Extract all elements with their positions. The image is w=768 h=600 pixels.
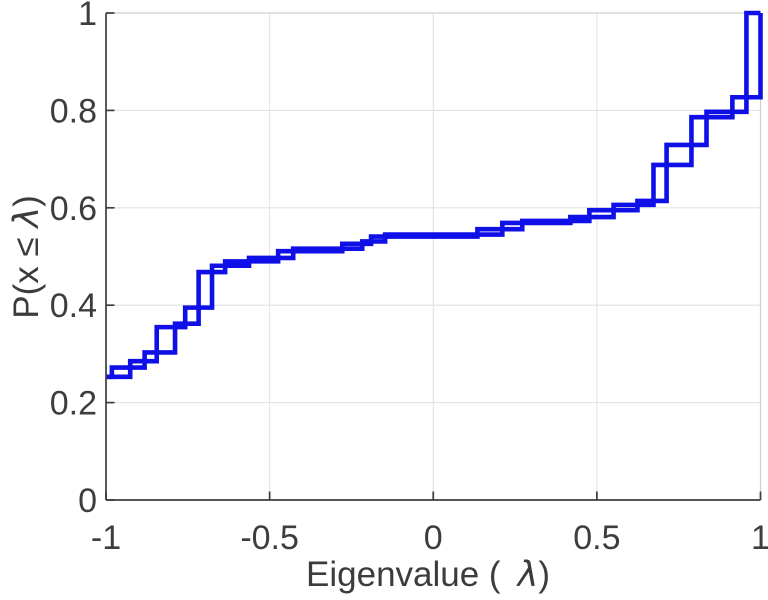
ecdf-stairs-path — [106, 10, 761, 380]
y-tick-label: 0.2 — [50, 385, 97, 423]
y-tick-label: 0.6 — [50, 190, 97, 228]
lambda-symbol: λ — [7, 206, 47, 228]
y-tick-label: 0 — [78, 482, 97, 520]
y-axis-label: P(x ≤ λ) — [7, 195, 47, 319]
y-tick-label: 0.4 — [50, 287, 97, 325]
x-tick-label: 0 — [424, 519, 443, 557]
y-tick-label: 0.8 — [50, 92, 97, 130]
x-axis-label-close: ) — [538, 555, 550, 594]
lambda-symbol: λ — [517, 555, 539, 595]
x-tick-label: 0.5 — [573, 519, 620, 557]
y-axis-label-close: ) — [7, 195, 46, 207]
x-tick-label: -1 — [91, 519, 121, 557]
y-axis-label-text: P(x ≤ — [7, 227, 46, 319]
x-tick-label: -0.5 — [240, 519, 299, 557]
x-axis-label-text: Eigenvalue ( — [306, 555, 501, 594]
x-axis-label: Eigenvalue ( λ) — [306, 555, 550, 595]
y-tick-label: 1 — [78, 0, 97, 33]
x-tick-label: 1 — [751, 519, 768, 557]
